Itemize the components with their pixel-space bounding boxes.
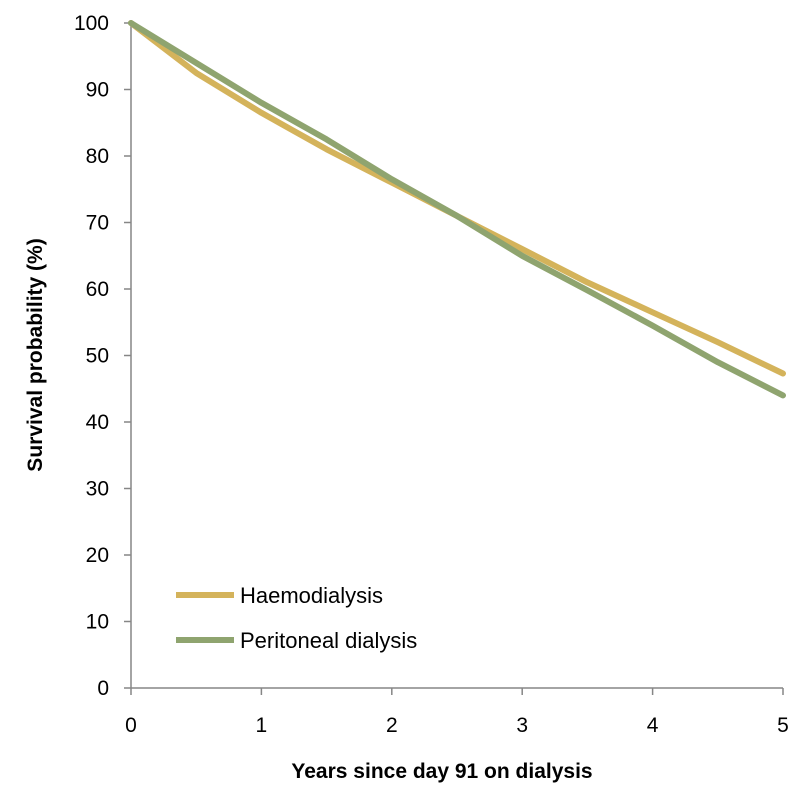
y-tick-label: 10 [86,611,109,634]
x-tick-label: 2 [386,714,398,737]
x-tick-label: 5 [777,714,788,737]
y-tick-label: 30 [86,478,109,501]
legend-label: Peritoneal dialysis [240,628,417,653]
y-tick-label: 50 [86,345,109,368]
x-tick-label: 3 [516,714,528,737]
x-axis: 0 1 2 3 4 5 [125,687,788,737]
legend: Haemodialysis Peritoneal dialysis [176,583,417,653]
y-tick-label: 70 [86,212,109,235]
series-layer [128,20,786,399]
x-tick-label: 0 [125,714,137,737]
y-tick-label: 40 [86,411,109,434]
x-tick-label: 4 [647,714,659,737]
y-tick-label: 80 [86,145,109,168]
series-line-haemodialysis [128,20,786,377]
legend-label: Haemodialysis [240,583,383,608]
series-line-peritoneal-dialysis [128,20,786,399]
y-tick-label: 90 [86,79,109,102]
y-tick-label: 60 [86,278,109,301]
x-tick-label: 1 [256,714,268,737]
y-tick-label: 100 [74,12,109,35]
y-axis: 0 10 20 30 40 50 60 70 80 90 100 [74,12,132,700]
y-tick-label: 0 [97,677,109,700]
y-axis-title: Survival probability (%) [24,238,47,471]
x-axis-title: Years since day 91 on dialysis [291,760,592,783]
y-tick-label: 20 [86,544,109,567]
